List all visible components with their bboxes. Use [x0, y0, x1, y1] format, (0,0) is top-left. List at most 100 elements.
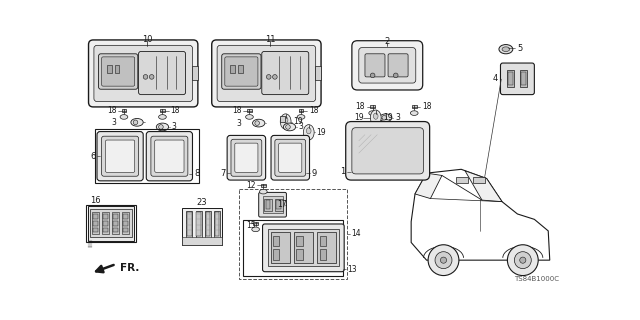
Ellipse shape: [259, 189, 267, 194]
Polygon shape: [415, 173, 442, 198]
FancyBboxPatch shape: [147, 132, 193, 181]
Ellipse shape: [273, 75, 277, 79]
Circle shape: [435, 252, 452, 268]
Bar: [238, 65, 243, 73]
Bar: [294, 232, 312, 263]
FancyBboxPatch shape: [225, 57, 258, 86]
Bar: [93, 221, 98, 226]
FancyBboxPatch shape: [97, 132, 143, 181]
FancyBboxPatch shape: [365, 54, 385, 77]
Ellipse shape: [149, 75, 154, 79]
Bar: [261, 184, 266, 187]
Bar: [102, 212, 109, 234]
Bar: [93, 214, 98, 219]
Bar: [205, 211, 211, 238]
Bar: [123, 221, 128, 226]
Text: 19: 19: [293, 117, 303, 126]
Text: 6: 6: [90, 152, 95, 161]
FancyBboxPatch shape: [500, 63, 534, 95]
Ellipse shape: [120, 115, 128, 119]
Ellipse shape: [410, 111, 418, 116]
Bar: [243, 220, 344, 276]
Bar: [113, 214, 118, 219]
Bar: [196, 212, 201, 236]
Circle shape: [508, 245, 538, 276]
Ellipse shape: [280, 114, 291, 129]
Bar: [192, 66, 198, 80]
Ellipse shape: [285, 124, 291, 129]
FancyBboxPatch shape: [271, 135, 310, 180]
Circle shape: [520, 257, 526, 263]
Bar: [264, 198, 272, 211]
Text: 11: 11: [265, 36, 275, 44]
Text: 18: 18: [170, 106, 180, 115]
Polygon shape: [465, 171, 502, 202]
Bar: [520, 70, 527, 87]
Bar: [113, 228, 118, 232]
FancyBboxPatch shape: [99, 54, 138, 89]
Text: 18: 18: [232, 106, 242, 115]
Bar: [268, 229, 339, 266]
Ellipse shape: [382, 116, 387, 120]
Bar: [319, 249, 326, 260]
Bar: [271, 232, 289, 263]
Text: 3: 3: [395, 113, 400, 122]
FancyBboxPatch shape: [235, 143, 258, 172]
Bar: [107, 65, 111, 73]
Text: 9: 9: [311, 169, 316, 178]
Bar: [95, 129, 200, 183]
Bar: [215, 212, 220, 236]
Text: 7: 7: [220, 169, 225, 178]
Bar: [92, 212, 99, 234]
Ellipse shape: [371, 73, 375, 78]
Ellipse shape: [255, 121, 259, 125]
Text: 14: 14: [351, 229, 361, 238]
Text: 16: 16: [90, 196, 100, 205]
Bar: [412, 105, 417, 108]
Ellipse shape: [502, 47, 509, 52]
Text: 10: 10: [142, 36, 152, 44]
FancyBboxPatch shape: [227, 135, 266, 180]
Bar: [122, 212, 129, 234]
Bar: [319, 236, 326, 246]
Bar: [88, 206, 134, 241]
Ellipse shape: [380, 114, 392, 122]
FancyBboxPatch shape: [346, 122, 429, 180]
Ellipse shape: [159, 115, 166, 119]
Bar: [214, 211, 220, 238]
Bar: [247, 109, 252, 112]
FancyBboxPatch shape: [217, 45, 316, 101]
Ellipse shape: [131, 118, 143, 126]
Ellipse shape: [284, 123, 296, 131]
FancyBboxPatch shape: [102, 57, 135, 86]
Bar: [508, 71, 513, 85]
Text: 23: 23: [196, 198, 207, 207]
Bar: [160, 109, 164, 112]
Bar: [86, 205, 136, 243]
Bar: [113, 221, 118, 226]
FancyBboxPatch shape: [279, 143, 302, 172]
FancyBboxPatch shape: [221, 54, 261, 89]
FancyBboxPatch shape: [359, 48, 416, 83]
FancyBboxPatch shape: [352, 41, 422, 90]
Text: 18: 18: [422, 102, 431, 111]
Bar: [280, 116, 285, 122]
Text: 18: 18: [107, 106, 116, 115]
Text: 18: 18: [308, 106, 318, 115]
Bar: [122, 109, 126, 112]
Text: 3: 3: [299, 123, 303, 132]
FancyBboxPatch shape: [155, 140, 184, 172]
FancyBboxPatch shape: [94, 45, 193, 101]
FancyBboxPatch shape: [275, 139, 306, 176]
Text: 3: 3: [237, 119, 242, 128]
Text: 3: 3: [172, 123, 177, 132]
Bar: [182, 237, 221, 245]
Ellipse shape: [394, 73, 398, 78]
Text: 5: 5: [517, 44, 523, 53]
FancyBboxPatch shape: [212, 40, 321, 107]
Text: TS84B1000C: TS84B1000C: [514, 276, 559, 282]
FancyBboxPatch shape: [151, 136, 188, 176]
Bar: [266, 200, 270, 209]
FancyBboxPatch shape: [231, 139, 262, 176]
Bar: [196, 211, 202, 238]
